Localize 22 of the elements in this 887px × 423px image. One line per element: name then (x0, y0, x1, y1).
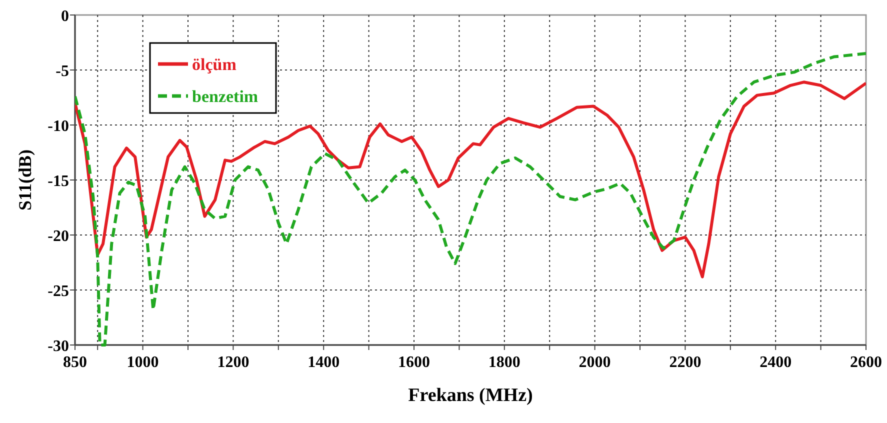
x-tick-label: 2000 (578, 354, 611, 371)
y-tick-label: -25 (48, 283, 69, 300)
x-tick-label: 1000 (126, 354, 159, 371)
legend-label: ölçüm (192, 55, 236, 74)
x-tick-label: 1200 (217, 354, 250, 371)
y-tick-label: -20 (48, 228, 69, 245)
y-tick-label: -5 (56, 63, 69, 80)
y-tick-label: -10 (48, 118, 69, 135)
y-tick-label: 0 (61, 8, 69, 25)
x-tick-label: 2400 (760, 354, 792, 371)
x-tick-label: 850 (63, 354, 87, 371)
y-tick-label: -30 (48, 338, 69, 355)
line-series (75, 80, 866, 278)
x-tick-label: 1600 (398, 354, 430, 371)
x-tick-label: 2600 (850, 354, 882, 371)
y-axis-title: S11(dB) (15, 149, 35, 211)
legend-label: benzetim (192, 87, 258, 106)
x-tick-label: 2200 (669, 354, 702, 371)
y-tick-label: -15 (48, 173, 69, 190)
x-axis-title: Frekans (MHz) (408, 385, 533, 406)
x-tick-label: 1400 (308, 354, 340, 371)
x-tick-label: 1800 (488, 354, 520, 371)
